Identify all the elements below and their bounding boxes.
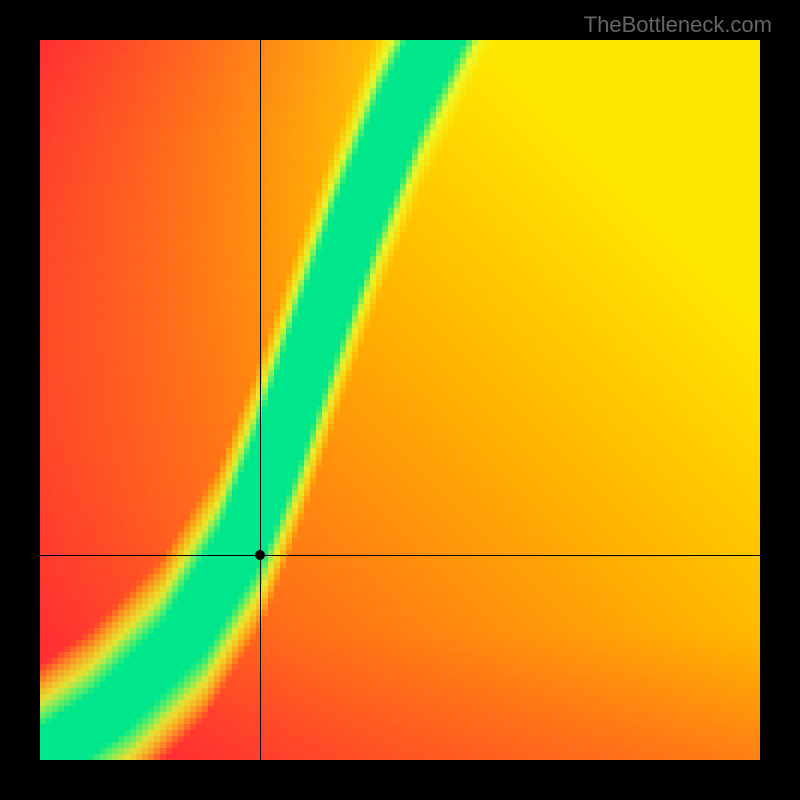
- crosshair-vertical: [260, 40, 261, 760]
- crosshair-marker-dot: [255, 550, 265, 560]
- heatmap-plot: [40, 40, 760, 760]
- heatmap-canvas: [40, 40, 760, 760]
- crosshair-horizontal: [40, 555, 760, 556]
- watermark-text: TheBottleneck.com: [584, 12, 772, 38]
